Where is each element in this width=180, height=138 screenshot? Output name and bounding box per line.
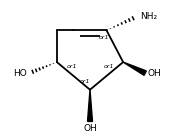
Text: or1: or1 bbox=[79, 79, 90, 84]
Text: OH: OH bbox=[83, 124, 97, 133]
Text: or1: or1 bbox=[67, 64, 77, 69]
Text: or1: or1 bbox=[104, 64, 115, 69]
Text: HO: HO bbox=[13, 69, 26, 78]
Text: OH: OH bbox=[148, 69, 162, 78]
Polygon shape bbox=[123, 62, 146, 75]
Polygon shape bbox=[87, 90, 93, 121]
Text: NH₂: NH₂ bbox=[140, 12, 157, 21]
Text: or1: or1 bbox=[99, 35, 109, 40]
